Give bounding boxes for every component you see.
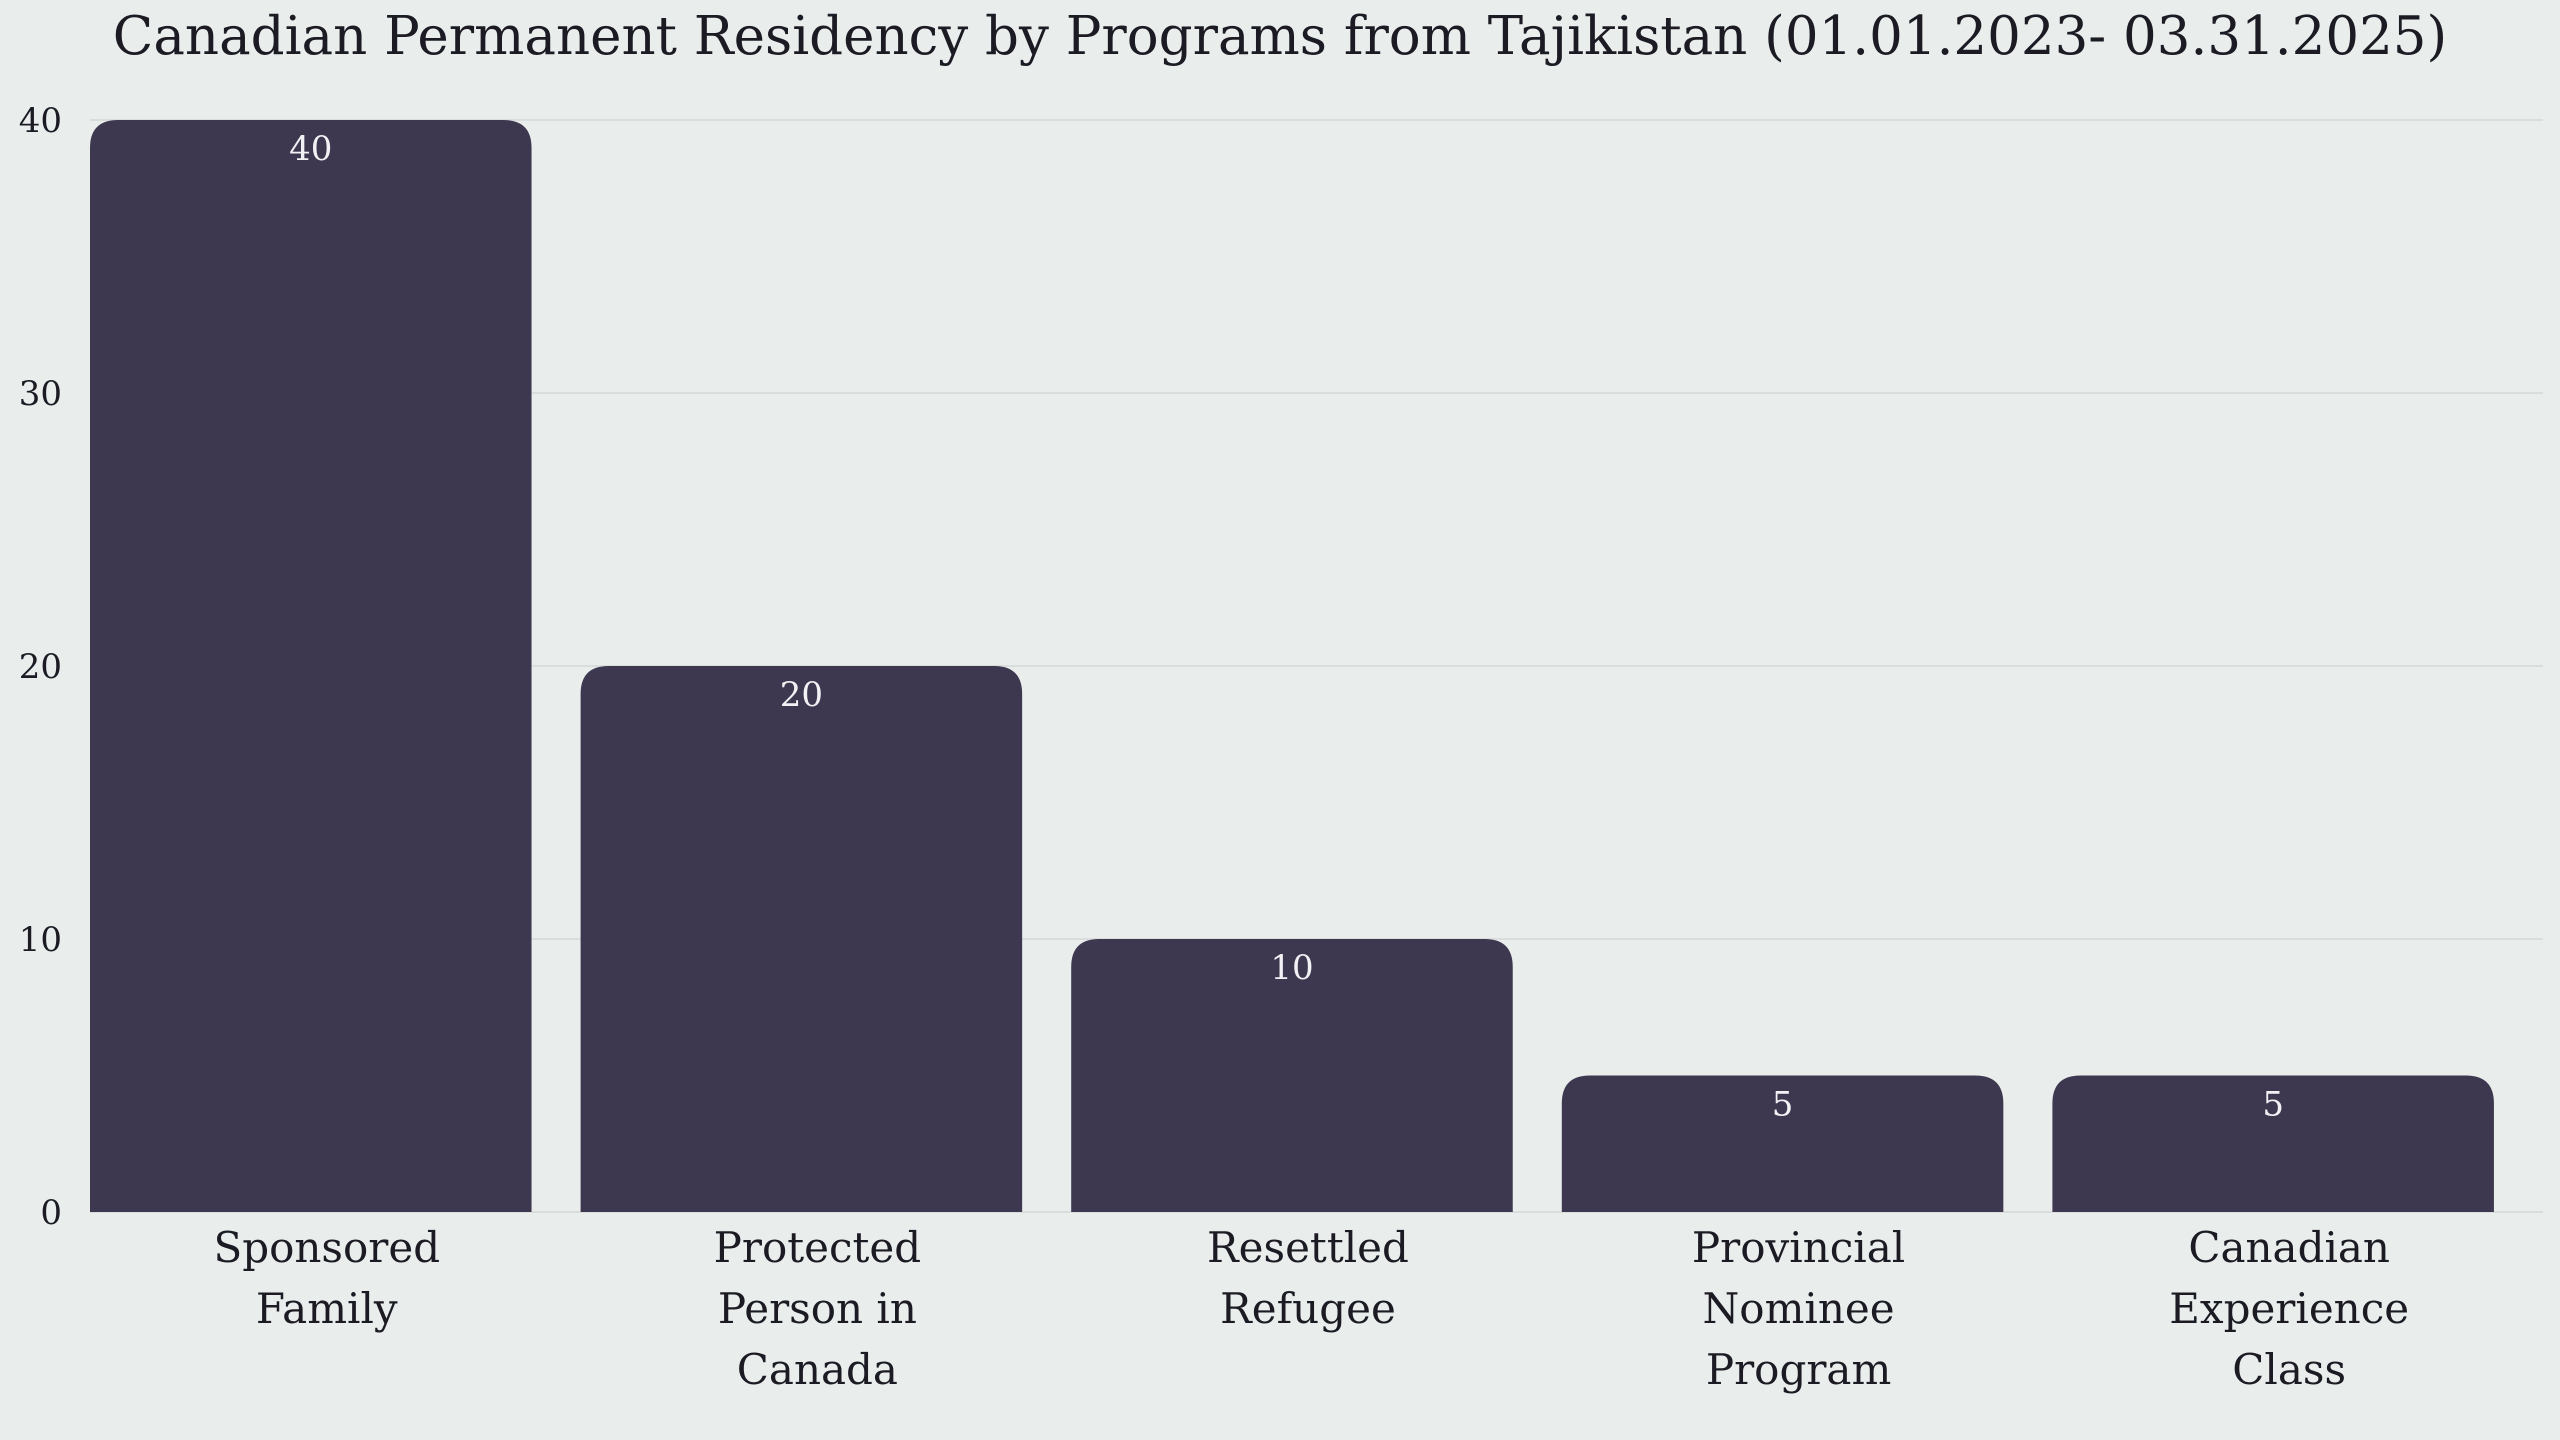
data-label-1: 40	[289, 129, 332, 169]
bar-2	[580, 666, 1023, 1212]
x-tick-label-2: Protected Person in Canada	[714, 1223, 922, 1394]
bar-5	[2052, 1075, 2494, 1212]
data-label-5: 5	[2262, 1085, 2284, 1125]
y-tick-label-40: 40	[19, 101, 62, 141]
chart-title: Canadian Permanent Residency by Programs…	[112, 6, 2448, 67]
bar-4	[1561, 1075, 2004, 1212]
x-tick-label-1: Sponsored Family	[213, 1223, 440, 1333]
y-tick-label-20: 20	[19, 647, 62, 687]
x-tick-label-4: Provincial Nominee Program	[1692, 1223, 1905, 1394]
x-tick-label-3: Resettled Refugee	[1207, 1223, 1409, 1333]
x-tick-label-5: Canadian Experience Class	[2169, 1223, 2409, 1394]
data-label-2: 20	[780, 675, 823, 715]
bar-1	[90, 120, 532, 1212]
y-tick-label-0: 0	[40, 1193, 62, 1233]
y-tick-label-10: 10	[19, 920, 62, 960]
y-tick-label-30: 30	[19, 374, 62, 414]
data-label-3: 10	[1270, 948, 1313, 988]
bar-3	[1071, 939, 1513, 1212]
data-label-4: 5	[1772, 1085, 1794, 1125]
